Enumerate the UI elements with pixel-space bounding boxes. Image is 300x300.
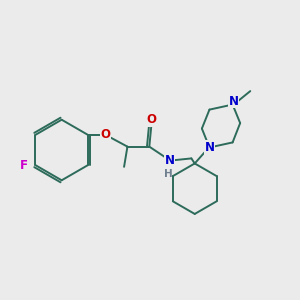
Text: N: N	[164, 154, 175, 166]
Text: H: H	[164, 169, 173, 179]
Text: O: O	[100, 128, 111, 141]
Text: O: O	[146, 113, 156, 126]
Text: N: N	[205, 141, 214, 154]
Text: F: F	[20, 159, 28, 172]
Text: N: N	[228, 95, 239, 108]
